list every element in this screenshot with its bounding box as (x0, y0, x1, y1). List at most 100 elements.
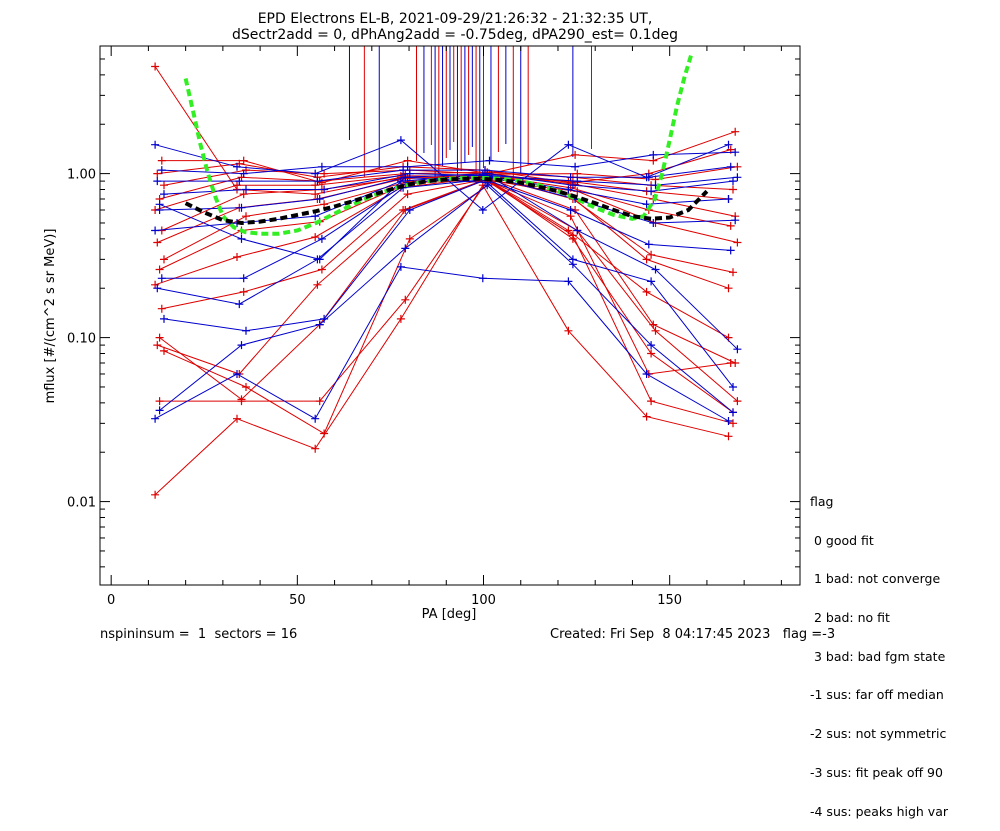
blue-data-point (399, 166, 408, 175)
blue-data-point (649, 219, 658, 227)
red-data-point (729, 268, 737, 277)
red-data-point (724, 432, 733, 441)
blue-series-line (154, 139, 729, 211)
blue-data-point (485, 156, 494, 165)
blue-data-point (724, 417, 733, 425)
x-tick-label: 0 (107, 593, 115, 608)
blue-series-line (161, 175, 736, 279)
red-data-point (311, 190, 320, 199)
y-axis-label: mflux [#/(cm^2 s sr MeV)] (43, 229, 58, 404)
legend-item: 0 good fit (810, 532, 874, 548)
red-data-point (642, 255, 651, 264)
fit-curve-black (184, 176, 709, 226)
fit-layer (183, 51, 709, 236)
x-tick-label: 50 (289, 593, 306, 608)
blue-data-point (396, 262, 405, 271)
red-series-line (163, 182, 738, 435)
blue-data-point (153, 177, 162, 186)
blue-data-point (155, 200, 164, 209)
legend-title: flag (810, 493, 834, 509)
red-data-point (564, 226, 573, 235)
legend-item: -2 sus: not symmetric (810, 726, 947, 742)
red-series-line (163, 166, 738, 186)
red-data-point (153, 238, 162, 247)
blue-data-point (317, 162, 326, 171)
red-data-point (160, 181, 168, 190)
blue-data-point (401, 244, 410, 253)
blue-data-point (573, 177, 582, 186)
blue-data-point (239, 274, 248, 283)
blue-data-point (478, 274, 487, 283)
red-data-point (160, 255, 168, 264)
blue-data-point (396, 136, 405, 145)
blue-data-point (315, 195, 324, 203)
blue-data-point (151, 226, 160, 235)
legend-item: 2 bad: no fit (810, 609, 890, 625)
red-data-point (153, 341, 162, 350)
red-series-line (154, 176, 729, 339)
chart-title: EPD Electrons EL-B, 2021-09-29/21:26:32 … (258, 11, 653, 27)
blue-data-point (311, 212, 320, 221)
blue-data-point (160, 190, 168, 199)
blue-data-point (651, 265, 660, 274)
blue-data-point (242, 185, 250, 194)
blue-data-point (315, 255, 324, 264)
blue-data-point (647, 277, 656, 286)
blue-data-point (401, 173, 410, 182)
red-data-point (647, 397, 656, 406)
blue-series-line (159, 184, 734, 413)
red-data-point (733, 162, 742, 171)
red-series-line (161, 131, 736, 184)
blue-data-point (405, 206, 414, 214)
blue-data-point (151, 414, 160, 423)
red-data-point (151, 490, 160, 499)
red-data-point (315, 397, 324, 406)
blue-series-line (159, 173, 734, 211)
y-tick-label: 0.10 (67, 332, 96, 347)
legend-item: -4 sus: peaks high var (810, 803, 949, 819)
red-data-point (242, 383, 250, 391)
blue-data-point (733, 173, 742, 182)
red-data-point (729, 419, 737, 428)
red-data-point (153, 169, 162, 178)
red-data-point (642, 412, 651, 421)
blue-data-point (729, 177, 737, 186)
blue-data-point (311, 169, 320, 178)
blue-series-line (154, 266, 729, 422)
red-data-point (160, 346, 168, 355)
flag-legend: flag 0 good fit 1 bad: not converge 2 ba… (810, 470, 948, 831)
blue-data-point (564, 277, 573, 286)
blue-data-point (647, 187, 656, 196)
red-data-point (731, 127, 740, 136)
red-data-point (239, 287, 248, 296)
blue-data-point (239, 169, 248, 178)
blue-data-point (731, 148, 740, 157)
blue-data-point (405, 169, 414, 178)
blue-series-line (157, 178, 731, 305)
red-data-point (233, 253, 241, 261)
red-data-point (726, 221, 735, 230)
red-data-point (571, 150, 580, 159)
red-data-point (651, 326, 660, 335)
blue-data-point (642, 173, 651, 182)
chart-subtitle: dSectr2add = 0, dPhAng2add = -0.75deg, d… (232, 27, 678, 43)
red-data-point (157, 156, 166, 165)
legend-item: -1 sus: far off median (810, 687, 944, 703)
blue-data-point (487, 171, 496, 180)
red-data-point (155, 265, 164, 274)
blue-data-point (237, 203, 246, 212)
red-data-point (642, 287, 651, 296)
blue-data-point (478, 206, 487, 214)
red-data-point (733, 238, 742, 247)
plot-frame (99, 45, 801, 586)
red-series-line (157, 149, 731, 184)
red-data-point (239, 190, 248, 199)
red-series-line (159, 178, 734, 413)
blue-data-point (642, 370, 651, 378)
blue-data-point (235, 177, 244, 186)
blue-data-point (481, 166, 489, 175)
red-data-point (242, 212, 250, 221)
blue-data-point (151, 140, 160, 149)
red-data-point (320, 429, 329, 438)
red-data-point (396, 314, 405, 323)
